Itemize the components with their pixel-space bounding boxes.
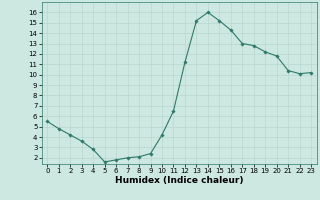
X-axis label: Humidex (Indice chaleur): Humidex (Indice chaleur) — [115, 176, 244, 185]
